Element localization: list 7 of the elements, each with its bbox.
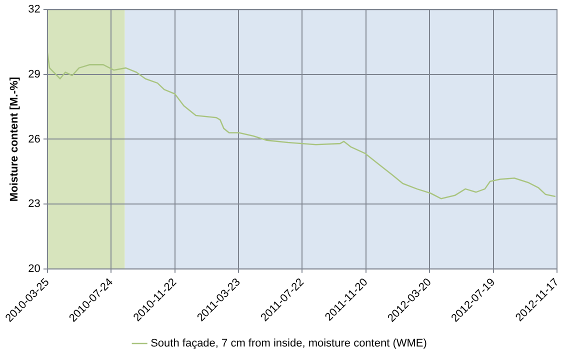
y-axis-title: Moisture content [M.-%]: [8, 76, 21, 202]
y-tick-label: 23: [28, 198, 40, 210]
y-tick-label: 32: [28, 4, 40, 16]
legend-label: South façade, 7 cm from inside, moisture content (WME): [150, 338, 427, 350]
y-tick-label: 26: [28, 133, 40, 146]
y-tick-label: 29: [28, 68, 40, 80]
y-tick-label: 20: [28, 262, 40, 275]
